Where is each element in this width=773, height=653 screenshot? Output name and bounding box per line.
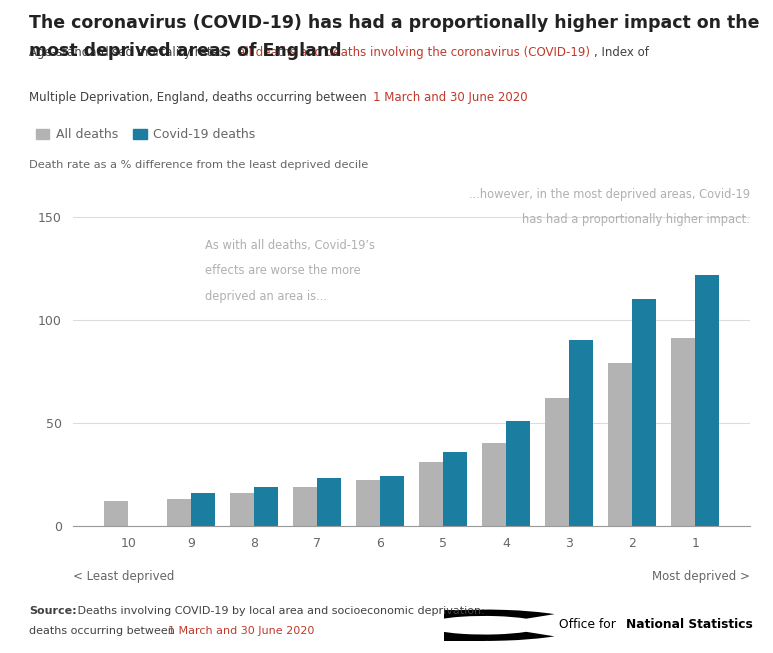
- Text: Multiple Deprivation, England, deaths occurring between: Multiple Deprivation, England, deaths oc…: [29, 91, 371, 104]
- Bar: [695, 275, 719, 526]
- Bar: [569, 340, 593, 526]
- Bar: [632, 299, 656, 526]
- Text: Deaths involving COVID-19 by local area and socioeconomic deprivation:: Deaths involving COVID-19 by local area …: [74, 606, 485, 616]
- Bar: [317, 479, 341, 526]
- Text: deaths occurring between: deaths occurring between: [29, 626, 179, 636]
- Bar: [443, 452, 467, 526]
- Text: Source:: Source:: [29, 606, 77, 616]
- FancyBboxPatch shape: [444, 610, 485, 641]
- Bar: [671, 338, 695, 526]
- Text: ...however, in the most deprived areas, Covid-19: ...however, in the most deprived areas, …: [468, 188, 750, 201]
- Bar: [608, 363, 632, 526]
- Text: Age-standardised mortality rates,: Age-standardised mortality rates,: [29, 46, 233, 59]
- Wedge shape: [386, 610, 555, 641]
- Text: The coronavirus (COVID-19) has had a proportionally higher impact on the: The coronavirus (COVID-19) has had a pro…: [29, 14, 760, 33]
- Text: As with all deaths, Covid-19’s: As with all deaths, Covid-19’s: [206, 239, 376, 252]
- Bar: [254, 486, 278, 526]
- Bar: [167, 499, 191, 526]
- Bar: [419, 462, 443, 526]
- Text: effects are worse the more: effects are worse the more: [206, 264, 361, 278]
- Bar: [104, 501, 128, 526]
- Bar: [482, 443, 506, 526]
- Text: Most deprived >: Most deprived >: [652, 570, 750, 583]
- Text: all deaths and deaths involving the coronavirus (COVID-19): all deaths and deaths involving the coro…: [238, 46, 590, 59]
- Bar: [506, 421, 530, 526]
- Bar: [356, 481, 380, 526]
- Legend: All deaths, Covid-19 deaths: All deaths, Covid-19 deaths: [36, 129, 255, 141]
- Bar: [230, 493, 254, 526]
- Bar: [293, 486, 317, 526]
- Text: Death rate as a % difference from the least deprived decile: Death rate as a % difference from the le…: [29, 160, 369, 170]
- Text: Office for: Office for: [559, 618, 620, 631]
- Text: , Index of: , Index of: [594, 46, 649, 59]
- Circle shape: [417, 614, 553, 636]
- Bar: [191, 493, 215, 526]
- Text: 1 March and 30 June 2020: 1 March and 30 June 2020: [169, 626, 315, 636]
- Text: < Least deprived: < Least deprived: [73, 570, 175, 583]
- Bar: [545, 398, 569, 526]
- Text: National Statistics: National Statistics: [626, 618, 753, 631]
- Bar: [380, 476, 404, 526]
- Text: has had a proportionally higher impact.: has had a proportionally higher impact.: [522, 214, 750, 227]
- Text: 1 March and 30 June 2020: 1 March and 30 June 2020: [373, 91, 527, 104]
- Text: deprived an area is...: deprived an area is...: [206, 290, 327, 303]
- Text: most deprived areas of England: most deprived areas of England: [29, 42, 342, 61]
